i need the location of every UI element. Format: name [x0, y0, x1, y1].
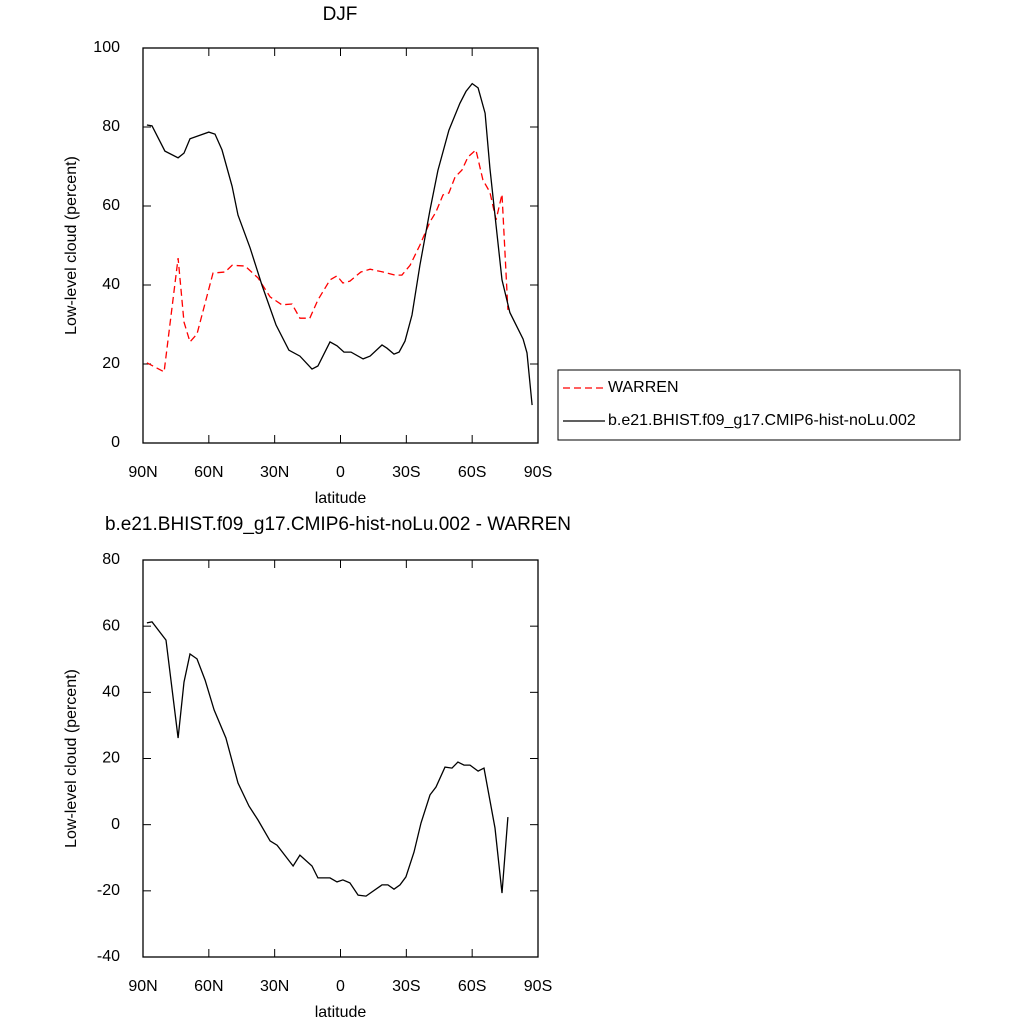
y-tick-label: 20 [102, 355, 120, 372]
y-tick-label: 40 [102, 684, 120, 701]
x-tick-label: 0 [336, 464, 345, 481]
x-tick-label: 90N [128, 978, 157, 995]
x-tick-label: 90S [524, 978, 552, 995]
legend-label: b.e21.BHIST.f09_g17.CMIP6-hist-noLu.002 [608, 412, 916, 429]
data-line [146, 148, 509, 373]
x-tick-label: 60N [194, 464, 223, 481]
y-tick-label: 100 [93, 39, 120, 56]
x-tick-label: 30S [392, 978, 420, 995]
y-tick-label: -40 [97, 948, 120, 965]
y-axis-label: Low-level cloud (percent) [63, 156, 80, 335]
chart-panel: DJF latitude Low-level cloud (percent) 90N 6… [63, 4, 961, 507]
data-line [146, 82, 533, 406]
x-tick-label: 60N [194, 978, 223, 995]
y-tick-label: 20 [102, 750, 120, 767]
y-tick-label: 0 [111, 816, 120, 833]
plot-frame [142, 47, 539, 444]
x-axis-label: latitude [315, 1004, 367, 1021]
x-tick-label: 30N [260, 978, 289, 995]
plot-frame [142, 559, 539, 958]
y-tick-label: 80 [102, 118, 120, 135]
y-tick-label: 0 [111, 434, 120, 451]
x-axis-label: latitude [315, 490, 367, 507]
x-tick-label: 90N [128, 464, 157, 481]
data-line [146, 621, 509, 897]
y-tick-label: 60 [102, 197, 120, 214]
x-tick-label: 90S [524, 464, 552, 481]
x-tick-label: 30N [260, 464, 289, 481]
chart-panel: b.e21.BHIST.f09_g17.CMIP6-hist-noLu.002 … [63, 514, 571, 1021]
y-tick-label: 60 [102, 617, 120, 634]
x-tick-label: 0 [336, 978, 345, 995]
y-tick-label: 40 [102, 276, 120, 293]
legend-label: WARREN [608, 379, 679, 396]
chart-title: b.e21.BHIST.f09_g17.CMIP6-hist-noLu.002 … [105, 514, 571, 535]
chart-title: DJF [323, 4, 358, 25]
y-tick-label: 80 [102, 551, 120, 568]
legend: WARREN b.e21.BHIST.f09_g17.CMIP6-hist-noL… [557, 369, 961, 441]
x-tick-label: 60S [458, 464, 486, 481]
x-tick-label: 30S [392, 464, 420, 481]
y-tick-label: -20 [97, 882, 120, 899]
legend-frame [557, 369, 961, 441]
y-axis-label: Low-level cloud (percent) [63, 669, 80, 848]
x-tick-label: 60S [458, 978, 486, 995]
